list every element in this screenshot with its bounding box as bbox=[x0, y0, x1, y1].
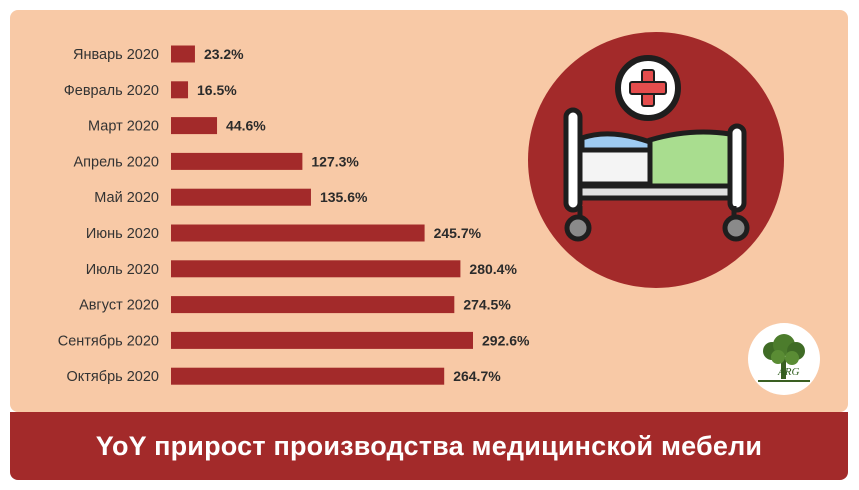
bar bbox=[171, 296, 455, 314]
hospital-bed-icon bbox=[528, 32, 784, 288]
category-label: Апрель 2020 bbox=[74, 154, 159, 170]
category-label: Февраль 2020 bbox=[64, 83, 159, 99]
bar bbox=[171, 81, 189, 99]
category-label: Май 2020 bbox=[94, 190, 159, 206]
category-label: Сентябрь 2020 bbox=[58, 333, 159, 349]
bar bbox=[171, 367, 445, 385]
bar-chart: Январь 2020 23.2% Февраль 2020 16.5% Март 20… bbox=[58, 32, 784, 385]
value-label: 292.6% bbox=[482, 332, 530, 348]
value-label: 245.7% bbox=[434, 225, 482, 241]
value-label: 16.5% bbox=[197, 82, 237, 98]
arg-logo: ARG bbox=[748, 323, 820, 395]
category-label: Октябрь 2020 bbox=[67, 369, 160, 385]
category-label: Июнь 2020 bbox=[86, 226, 159, 242]
tree-logo-icon bbox=[758, 334, 810, 382]
bar bbox=[171, 224, 425, 242]
bar bbox=[171, 188, 311, 206]
logo-text: ARG bbox=[778, 366, 800, 378]
value-label: 274.5% bbox=[463, 297, 511, 313]
footer-banner: YoY прирост производства медицинской меб… bbox=[10, 412, 848, 480]
value-label: 127.3% bbox=[311, 153, 359, 169]
category-label: Август 2020 bbox=[79, 298, 159, 314]
category-label: Январь 2020 bbox=[73, 47, 159, 63]
value-label: 264.7% bbox=[453, 368, 501, 384]
bar bbox=[171, 152, 303, 170]
value-label: 135.6% bbox=[320, 189, 368, 205]
bar bbox=[171, 117, 218, 135]
bar bbox=[171, 331, 473, 349]
bar bbox=[171, 45, 195, 63]
value-label: 23.2% bbox=[204, 46, 244, 62]
category-label: Март 2020 bbox=[88, 119, 159, 135]
chart-title: YoY прирост производства медицинской меб… bbox=[95, 430, 763, 461]
value-label: 280.4% bbox=[469, 261, 517, 277]
value-label: 44.6% bbox=[226, 118, 266, 134]
bar bbox=[171, 260, 461, 278]
category-label: Июль 2020 bbox=[86, 262, 159, 278]
